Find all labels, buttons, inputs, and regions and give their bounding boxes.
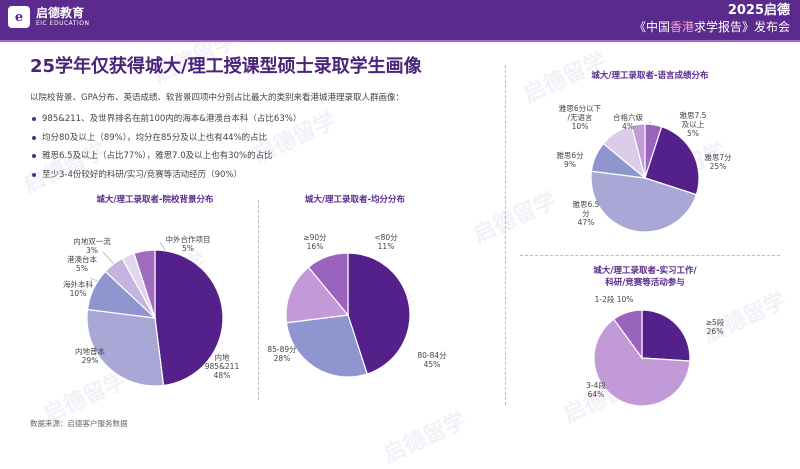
chart-gpa-label: 85-89分 28% [267, 345, 297, 363]
logo: e 启德教育 EIC EDUCATION [8, 6, 89, 28]
event-name-post: 求学报告》发布会 [693, 20, 790, 34]
chart-lang-slice [590, 170, 698, 233]
chart-gpa-slice [285, 266, 350, 324]
chart-school-label: 内地普本 29% [75, 346, 105, 365]
header-bar: e 启德教育 EIC EDUCATION 2025启德 《中国香港求学报告》发布… [0, 0, 800, 40]
chart-title-activity-line1: 城大/理工录取者-实习工作/ [593, 266, 697, 276]
header-divider [0, 40, 800, 42]
chart-lang-label: 合格六级 4% [613, 112, 643, 131]
chart-title-language: 城大/理工录取者-语言成绩分布 [591, 71, 709, 81]
chart-title-school: 城大/理工录取者-院校背景分布 [96, 195, 214, 205]
summary-item: 985&211、及世界排名在前100内的海本&港澳台本科（占比63%） [30, 110, 301, 129]
chart-school-slice [133, 249, 156, 319]
chart-activity-slice [612, 309, 643, 360]
summary-item: 均分80及以上（89%），均分在85分及以上也有44%的占比 [30, 129, 301, 148]
divider-vertical [258, 200, 259, 400]
chart-gpa-label: 80-84分 45% [417, 351, 447, 369]
chart-gpa-slice [347, 252, 411, 375]
event-name-highlight: 香港 [669, 20, 694, 34]
summary-item: 雅思6.5及以上（占比77%），雅思7.0及以上也有30%的占比 [30, 147, 301, 166]
event-name-pre: 《中国 [633, 20, 670, 34]
chart-gpa-label: <80分 11% [374, 233, 398, 251]
logo-en: EIC EDUCATION [36, 20, 90, 27]
chart-gpa-slice [307, 252, 349, 317]
chart-lang-label: 雅思6分 9% [556, 150, 584, 169]
chart-school-slice [154, 249, 224, 387]
chart-lang-label: 雅思7.5 及以上 5% [680, 110, 707, 138]
chart-school-label: 内地 985&211 48% [205, 352, 240, 380]
chart-activity-label: 3-4段 64% [586, 380, 606, 399]
divider-vertical [505, 65, 506, 405]
charts-canvas: 内地 985&211 48% 内地普本 29% 海外本科 10% 港澳台本 5%内地双一流 3% 中… [63, 103, 732, 407]
page-title: 25学年仅获得城大/理工授课型硕士录取学生画像 [30, 56, 422, 77]
chart-lang-label: 雅思6.5 分 47% [573, 199, 600, 227]
data-source: 数据来源：启德客户服务数据 [30, 419, 128, 428]
chart-activity-slice [641, 309, 691, 362]
chart-lang-slice [644, 125, 700, 196]
event-title: 2025启德 《中国香港求学报告》发布会 [634, 3, 790, 35]
chart-activity-slice [593, 318, 691, 407]
divider-horizontal [520, 255, 780, 256]
chart-school-slice [86, 308, 165, 387]
event-year: 2025启德 [727, 3, 790, 18]
summary-list: 985&211、及世界排名在前100内的海本&港澳台本科（占比63%） 均分80… [30, 110, 301, 184]
chart-school-label: 中外合作项目 5% [166, 234, 211, 253]
summary-item: 至少3-4份较好的科研/实习/竞赛等活动经历（90%） [30, 166, 301, 185]
chart-school-label: 海外本科 10% [63, 279, 93, 298]
logo-icon: e [8, 6, 30, 28]
chart-lang-label: 雅思6分以下/无语言 10% [559, 103, 602, 131]
chart-lang-slice [630, 123, 646, 179]
chart-lang-label: 雅思7分 25% [704, 152, 732, 171]
event-name: 《中国香港求学报告》发布会 [634, 19, 790, 35]
chart-title-gpa: 城大/理工录取者-均分分布 [304, 195, 406, 205]
chart-activity-label: ≥5段 26% [706, 317, 725, 336]
chart-school-label: 内地双一流 3% [73, 236, 111, 255]
chart-school-label: 港澳台本 5% [67, 254, 97, 273]
intro-text: 以院校背景、GPA分布、英语成绩、软背景四项中分别占比最大的类别来看港城港理录取… [30, 93, 404, 103]
chart-title-activity-line2: 科研/竞赛等活动参与 [605, 278, 685, 288]
chart-gpa-label: ≥90分 16% [303, 233, 327, 251]
chart-activity-label: 1-2段 10% [595, 294, 634, 304]
logo-cn: 启德教育 [36, 6, 85, 20]
logo-text: 启德教育 EIC EDUCATION [36, 6, 89, 28]
chart-title-activity: 城大/理工录取者-实习工作/科研/竞赛等活动参与 [545, 265, 745, 289]
chart-gpa-slice [285, 314, 368, 378]
